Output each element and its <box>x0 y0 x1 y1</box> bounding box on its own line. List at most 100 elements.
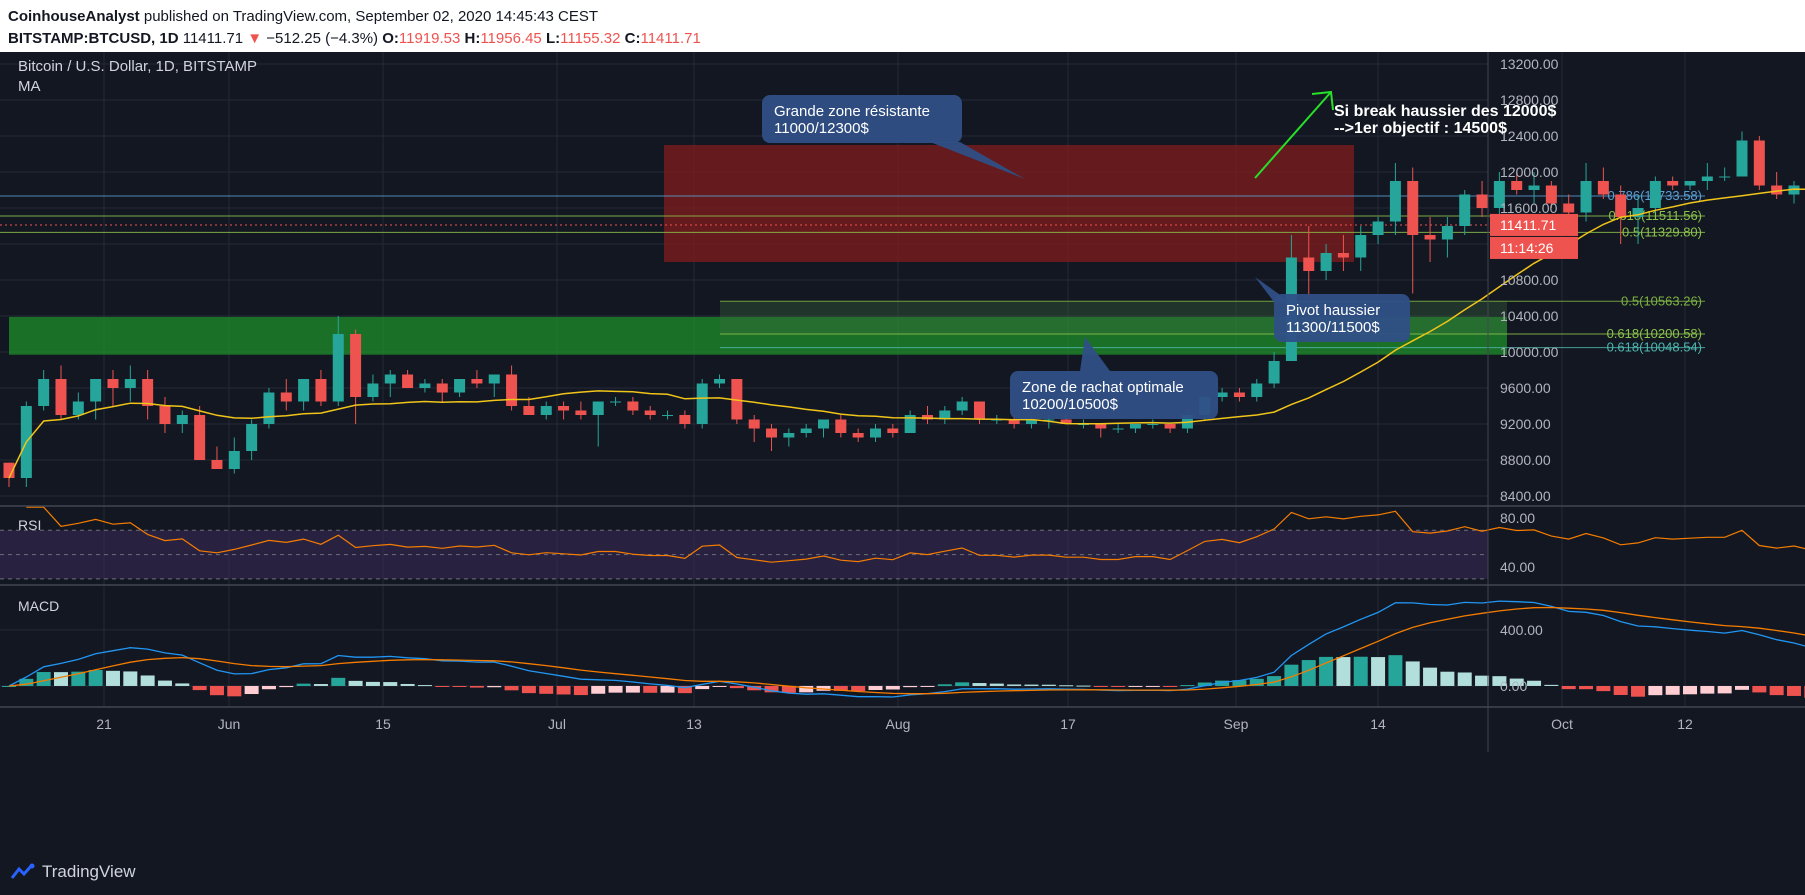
fib-level-label: 0.618(10048.54) <box>1607 340 1702 355</box>
axes-layer: 21 Jun 15 Jul 13 Aug 17 Sep 14 Oct 12 13200.00 12800… <box>0 52 1805 752</box>
macd-histogram-bar <box>1700 685 1715 694</box>
x-tick-label: Jun <box>218 716 241 732</box>
rsi-tick-label: 80.00 <box>1500 510 1535 526</box>
resistance-zone <box>664 145 1354 262</box>
candle-body <box>1216 392 1228 397</box>
candle-body <box>384 374 396 384</box>
fib-level-label: 0.5(11329.80) <box>1622 224 1702 239</box>
candle-body <box>1337 253 1349 258</box>
macd-histogram-bar <box>1163 685 1178 687</box>
candle-body <box>367 383 379 397</box>
buy-zone-callout-tail <box>1080 337 1110 371</box>
moving-average-line <box>8 188 1805 479</box>
candle-body <box>627 401 639 411</box>
buy-zone-callout-box <box>1010 371 1218 419</box>
macd-histogram-bar <box>1683 685 1698 695</box>
macd-histogram-bar <box>2 685 16 687</box>
resistance-callout-line1: Grande zone résistante <box>774 103 930 120</box>
macd-histogram-bar <box>1267 676 1282 686</box>
macd-histogram-bar <box>175 683 190 686</box>
y-tick-label: 9600.00 <box>1500 380 1551 396</box>
candle-body <box>1753 140 1765 186</box>
tradingview-logo[interactable]: TradingView <box>10 862 136 882</box>
countdown-tag-label: 11:14:26 <box>1500 240 1554 256</box>
macd-histogram-bar <box>1215 680 1230 686</box>
close-value: 11411.71 <box>640 30 701 47</box>
candle-body <box>1025 419 1037 424</box>
candle-body <box>55 379 67 415</box>
candle-body <box>540 406 552 415</box>
candle-body <box>1597 181 1609 195</box>
candle-body <box>852 433 864 438</box>
candle-body <box>436 383 448 393</box>
macd-histogram-bar <box>71 671 86 686</box>
candle-body <box>90 379 102 402</box>
candle-body <box>1355 235 1367 258</box>
macd-histogram-bar <box>833 685 848 691</box>
rsi-line <box>26 506 1805 563</box>
candle-body <box>1372 221 1384 235</box>
macd-histogram-bar <box>487 685 502 688</box>
candle-body <box>124 379 136 388</box>
macd-histogram-bar <box>1371 657 1386 686</box>
macd-histogram-bar <box>955 682 970 686</box>
candle-body <box>644 410 656 415</box>
breakout-note-line2: -->1er objectif : 14500$ <box>1334 120 1507 137</box>
ohlc-line: BITSTAMP:BTCUSD, 1D 11411.71 ▼ −512.25 (… <box>8 30 701 47</box>
macd-histogram-bar <box>244 685 259 695</box>
candle-body <box>1563 203 1575 213</box>
candle-body <box>1441 226 1453 240</box>
price-change: −512.25 (−4.3%) <box>266 30 379 47</box>
countdown-tag <box>1490 236 1578 259</box>
candle-body <box>1788 185 1800 195</box>
macd-histogram-bar <box>1145 685 1160 687</box>
macd-histogram-bar <box>1232 680 1247 686</box>
candle-body <box>332 334 344 402</box>
candle-body <box>72 401 84 415</box>
x-tick-label: 14 <box>1370 716 1386 732</box>
candle-body <box>1511 181 1523 190</box>
candle-body <box>1095 424 1107 429</box>
macd-histogram-bar <box>885 685 900 690</box>
candle-body <box>506 374 518 406</box>
high-value: 11956.45 <box>480 30 542 47</box>
y-tick-label: 10800.00 <box>1500 272 1559 288</box>
chart-canvas[interactable]: 0.786(11733.58)0.618(11511.56)0.5(11329.… <box>0 52 1805 852</box>
low-value: 11155.32 <box>560 30 621 47</box>
moving-average-layer <box>8 188 1805 479</box>
macd-histogram-bar <box>1665 685 1680 695</box>
candle-body <box>904 415 916 433</box>
pivot-callout-line2: 11300/11500$ <box>1286 319 1380 336</box>
macd-histogram-bar <box>643 685 658 693</box>
candle-body <box>818 419 830 429</box>
author-name[interactable]: CoinhouseAnalyst <box>8 8 140 25</box>
y-tick-label: 10400.00 <box>1500 308 1559 324</box>
macd-histogram-bar <box>712 685 727 687</box>
macd-histogram-bar <box>279 685 294 688</box>
candle-body <box>1771 185 1783 195</box>
candle-body <box>1407 181 1419 235</box>
last-price-tag <box>1490 213 1578 236</box>
candle-body <box>921 415 933 420</box>
macd-histogram-bar <box>1596 685 1611 692</box>
low-label: L: <box>545 30 561 47</box>
macd-histogram-bar <box>937 684 952 686</box>
candle-body <box>194 415 206 460</box>
candle-body <box>1632 208 1644 217</box>
resistance-callout-tail <box>930 142 1025 179</box>
candle-body <box>1043 419 1055 421</box>
candle-body <box>662 415 674 416</box>
pane-title: Bitcoin / U.S. Dollar, 1D, BITSTAMP <box>18 58 257 75</box>
open-label: O: <box>382 30 399 47</box>
macd-histogram-bar <box>157 680 172 686</box>
macd-histogram-bar <box>1301 660 1316 686</box>
macd-histogram-bar <box>695 685 710 690</box>
macd-histogram-bar <box>88 669 103 686</box>
candle-body <box>1112 428 1124 430</box>
candle-body <box>783 433 795 438</box>
y-tick-label: 13200.00 <box>1500 56 1559 72</box>
candle-body <box>523 406 535 415</box>
candle-body <box>228 451 240 469</box>
candle-body <box>1459 194 1471 226</box>
